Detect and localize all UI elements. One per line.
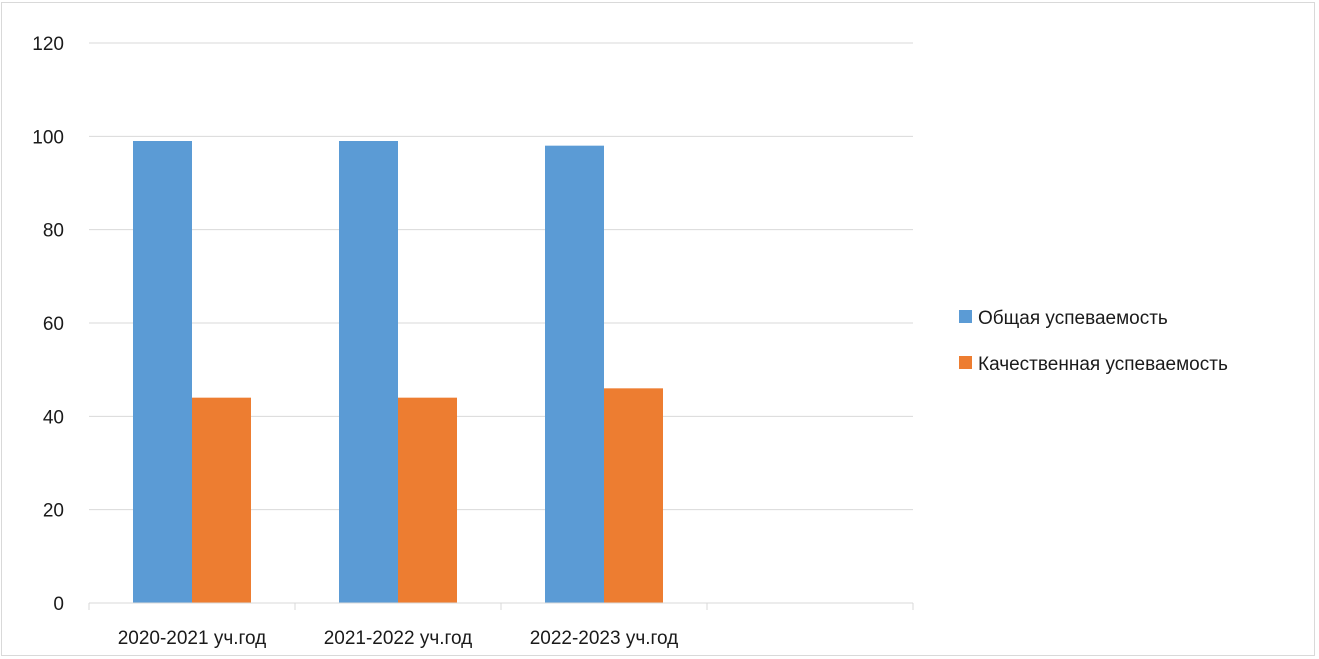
y-tick-label: 40 xyxy=(43,407,64,428)
x-category-label: 2020-2021 уч.год xyxy=(118,628,267,649)
bar-series0-cat1 xyxy=(339,141,398,603)
bar-series1-cat2 xyxy=(604,388,663,603)
legend-label-1: Качественная успеваемость xyxy=(978,354,1228,375)
y-tick-label: 20 xyxy=(43,501,64,522)
x-category-label: 2021-2022 уч.год xyxy=(324,628,473,649)
y-axis-ticks: 0 20 40 60 80 100 120 xyxy=(32,34,64,615)
legend-swatch-1 xyxy=(959,356,972,369)
y-tick-label: 100 xyxy=(32,127,64,148)
legend-swatch-0 xyxy=(959,310,972,323)
bar-series0-cat0 xyxy=(133,141,192,603)
bar-series0-cat2 xyxy=(545,145,604,603)
y-tick-label: 120 xyxy=(32,34,64,55)
bars xyxy=(133,141,663,603)
legend-label-0: Общая успеваемость xyxy=(978,308,1168,329)
x-axis-labels: 2020-2021 уч.год 2021-2022 уч.год 2022-202… xyxy=(118,628,679,649)
y-tick-label: 60 xyxy=(43,314,64,335)
bar-series1-cat1 xyxy=(398,397,457,603)
y-tick-label: 80 xyxy=(43,221,64,242)
x-category-label: 2022-2023 уч.год xyxy=(530,628,679,649)
bar-series1-cat0 xyxy=(192,397,251,603)
y-tick-label: 0 xyxy=(53,594,64,615)
legend: Общая успеваемость Качественная успеваемо… xyxy=(959,308,1228,375)
x-axis xyxy=(88,602,914,610)
